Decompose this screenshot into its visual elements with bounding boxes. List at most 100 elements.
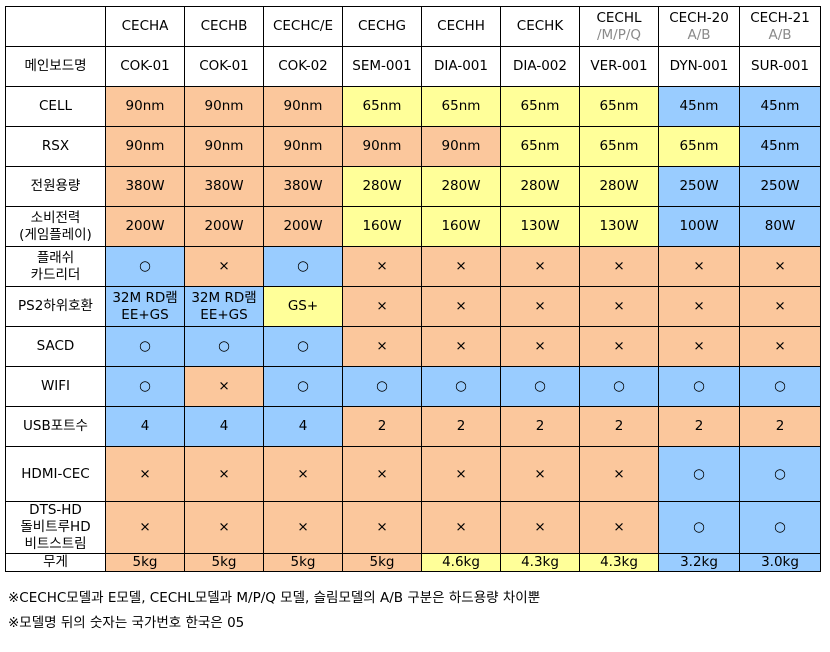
- cell-value: ○: [693, 465, 705, 482]
- row-label: USB포트수: [5, 406, 106, 447]
- value-cell: ○: [739, 446, 821, 502]
- value-cell: 65nm: [421, 86, 501, 127]
- value-cell: ×: [263, 446, 343, 502]
- value-cell: ×: [579, 501, 659, 554]
- value-cell: 5kg: [263, 553, 343, 572]
- cell-value: DYN-001: [669, 58, 729, 74]
- value-cell: 90nm: [184, 86, 264, 127]
- row-label-line: 카드리더: [30, 266, 81, 283]
- value-cell: 45nm: [739, 86, 821, 127]
- value-cell: 280W: [342, 166, 422, 207]
- cell-value: ○: [139, 258, 151, 274]
- row-label-line: 메인보드명: [24, 58, 87, 74]
- cell-value: 280W: [441, 178, 481, 194]
- row-label: RSX: [5, 126, 106, 167]
- table-row: 메인보드명 COK-01 COK-01 COK-02 SEM-001 DIA-001 DIA…: [5, 46, 821, 87]
- cell-value: ○: [218, 338, 230, 354]
- value-cell: GS+: [263, 286, 343, 327]
- value-cell: 65nm: [500, 126, 580, 167]
- value-cell: 200W: [263, 206, 343, 247]
- cell-value: ○: [139, 378, 151, 394]
- value-cell: COK-02: [263, 46, 343, 87]
- model-name: CECHH: [437, 18, 485, 34]
- value-cell: ×: [579, 286, 659, 327]
- cell-value: ×: [534, 298, 546, 314]
- cell-value: 32M RD램: [112, 289, 178, 306]
- value-cell: ○: [263, 246, 343, 287]
- value-cell: ○: [579, 366, 659, 407]
- row-label-line: 전원용량: [30, 178, 81, 194]
- table-row: SACD ○ ○ ○ × × × × × ×: [5, 326, 821, 367]
- row-label-line: 무게: [43, 554, 68, 570]
- value-cell: ×: [658, 286, 740, 327]
- cell-value: SEM-001: [352, 58, 412, 74]
- model-variant: A/B: [687, 26, 711, 43]
- cell-value: ×: [613, 338, 625, 354]
- value-cell: ○: [105, 326, 185, 367]
- model-variant: A/B: [768, 26, 792, 43]
- value-cell: 45nm: [658, 86, 740, 127]
- cell-value: 3.0kg: [761, 554, 799, 570]
- value-cell: ○: [739, 501, 821, 554]
- value-cell: ×: [342, 501, 422, 554]
- cell-value: ×: [376, 338, 388, 354]
- header-cell-model: CECHK: [500, 6, 580, 47]
- value-cell: 2: [500, 406, 580, 447]
- cell-value: ×: [534, 465, 546, 482]
- cell-value: SUR-001: [751, 58, 809, 74]
- cell-value: ×: [613, 258, 625, 274]
- value-cell: 32M RD램 EE+GS: [184, 286, 264, 327]
- header-cell-model: CECH-21 A/B: [739, 6, 821, 47]
- value-cell: ○: [184, 326, 264, 367]
- value-cell: 32M RD램 EE+GS: [105, 286, 185, 327]
- cell-value: 65nm: [599, 98, 639, 114]
- value-cell: ×: [579, 326, 659, 367]
- note-line: ※CECHC모델과 E모델, CECHL모델과 M/P/Q 모델, 슬림모델의 …: [8, 590, 541, 606]
- cell-value: 90nm: [283, 98, 323, 114]
- value-cell: ×: [421, 501, 501, 554]
- cell-value: 130W: [520, 218, 560, 234]
- cell-value: 250W: [679, 178, 719, 194]
- value-cell: 380W: [184, 166, 264, 207]
- table-row: HDMI-CEC × × × × × × × ○ ○: [5, 446, 821, 502]
- cell-value: COK-01: [199, 58, 249, 74]
- cell-value: ○: [774, 378, 786, 394]
- cell-value: 280W: [362, 178, 402, 194]
- cell-value: 45nm: [760, 138, 800, 154]
- cell-value: EE+GS: [121, 306, 169, 323]
- value-cell: ×: [658, 326, 740, 367]
- cell-value: ×: [774, 298, 786, 314]
- cell-value: ×: [218, 378, 230, 394]
- value-cell: 280W: [500, 166, 580, 207]
- row-label-line: 비트스트림: [24, 536, 87, 552]
- value-cell: DYN-001: [658, 46, 740, 87]
- value-cell: ×: [421, 286, 501, 327]
- cell-value: ×: [613, 465, 625, 482]
- cell-value: DIA-002: [513, 58, 567, 74]
- value-cell: ○: [658, 446, 740, 502]
- cell-value: ×: [139, 465, 151, 482]
- value-cell: 90nm: [184, 126, 264, 167]
- cell-value: 5kg: [369, 554, 395, 570]
- value-cell: 2: [579, 406, 659, 447]
- cell-value: 100W: [679, 218, 719, 234]
- cell-value: ○: [376, 378, 388, 394]
- cell-value: COK-02: [278, 58, 328, 74]
- row-label: HDMI-CEC: [5, 446, 106, 502]
- value-cell: COK-01: [184, 46, 264, 87]
- cell-value: ○: [613, 378, 625, 394]
- value-cell: ×: [105, 501, 185, 554]
- cell-value: ×: [455, 298, 467, 314]
- value-cell: 4.3kg: [579, 553, 659, 572]
- cell-value: ○: [693, 378, 705, 394]
- value-cell: 2: [658, 406, 740, 447]
- cell-value: DIA-001: [434, 58, 488, 74]
- value-cell: ○: [658, 366, 740, 407]
- cell-value: 380W: [125, 178, 165, 194]
- value-cell: ×: [342, 326, 422, 367]
- cell-value: 250W: [760, 178, 800, 194]
- model-name: CECHB: [200, 18, 248, 34]
- cell-value: 65nm: [520, 98, 560, 114]
- cell-value: ○: [455, 378, 467, 394]
- cell-value: 90nm: [283, 138, 323, 154]
